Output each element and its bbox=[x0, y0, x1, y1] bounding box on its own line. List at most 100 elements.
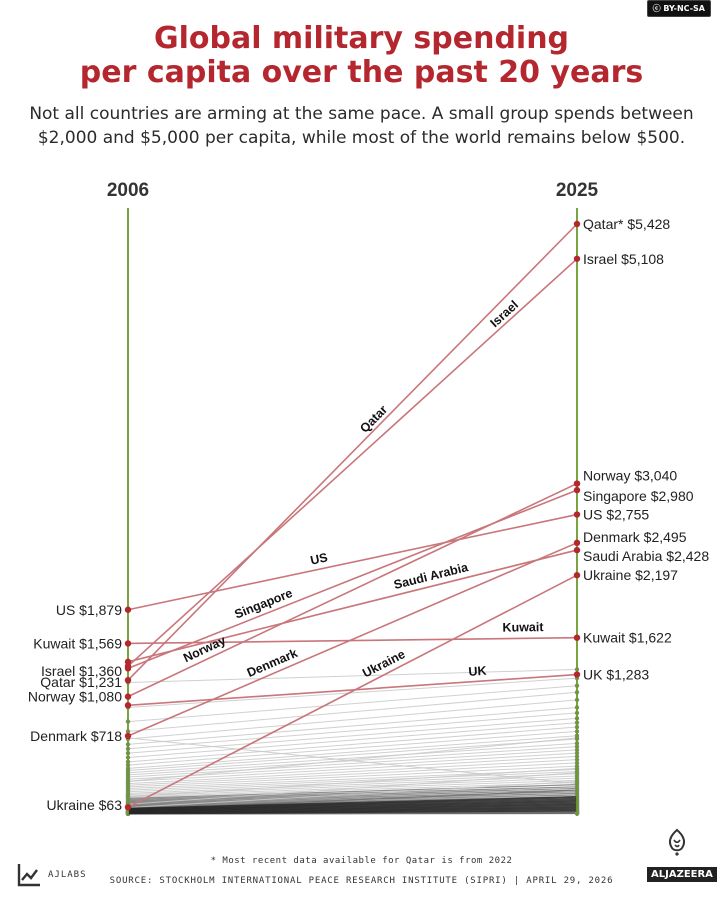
right-label-uk: UK $1,283 bbox=[583, 667, 649, 683]
background-series-line bbox=[127, 797, 578, 810]
aljazeera-mark-icon bbox=[668, 828, 686, 856]
background-series-line bbox=[127, 786, 578, 801]
series-line-uk bbox=[127, 673, 578, 707]
background-series-line bbox=[127, 771, 578, 791]
background-series-line bbox=[127, 765, 578, 788]
right-label-norway: Norway $3,040 bbox=[583, 468, 677, 484]
point-2025-saudi-arabia bbox=[573, 546, 581, 554]
title-line-1: Global military spending bbox=[153, 21, 570, 56]
background-series-line bbox=[127, 759, 578, 785]
point-2006-qatar bbox=[124, 676, 132, 684]
background-series-line bbox=[127, 755, 578, 782]
subtitle-line-1: Not all countries are arming at the same… bbox=[29, 104, 694, 124]
series-name-uk: UK bbox=[468, 664, 487, 679]
background-series-line bbox=[127, 792, 578, 804]
background-series-line bbox=[127, 799, 578, 811]
right-label-denmark: Denmark $2,495 bbox=[583, 529, 687, 545]
background-series-line bbox=[127, 806, 578, 813]
page-title: Global military spending per capita over… bbox=[0, 22, 723, 90]
point-2006-ukraine bbox=[124, 803, 132, 811]
background-series-line bbox=[127, 737, 578, 785]
background-series-line bbox=[127, 789, 578, 803]
background-series-line bbox=[127, 762, 578, 786]
x-label-2025: 2025 bbox=[556, 180, 599, 201]
background-series-line bbox=[127, 798, 578, 810]
background-series-line bbox=[127, 808, 578, 814]
point-2025-singapore bbox=[573, 486, 581, 494]
point-2006-uk bbox=[124, 702, 132, 709]
point-2025-ukraine bbox=[573, 571, 581, 579]
right-label-qatar: Qatar* $5,428 bbox=[583, 216, 670, 232]
series-name-us: US bbox=[309, 550, 329, 567]
ajlabs-mark-icon bbox=[17, 864, 40, 887]
right-label-kuwait: Kuwait $1,622 bbox=[583, 630, 672, 646]
left-label-kuwait: Kuwait $1,569 bbox=[33, 635, 122, 651]
license-badge: ⓒ BY-NC-SA bbox=[646, 0, 711, 17]
right-label-us: US $2,755 bbox=[583, 507, 649, 523]
background-series-line bbox=[127, 807, 578, 814]
background-series-line bbox=[127, 735, 578, 769]
background-series-line bbox=[127, 749, 578, 778]
point-2006-kuwait bbox=[124, 640, 132, 647]
right-label-ukraine: Ukraine $2,197 bbox=[583, 567, 678, 583]
series-line-denmark bbox=[127, 542, 578, 737]
background-series-line bbox=[127, 800, 578, 811]
series-line-qatar bbox=[127, 223, 578, 681]
background-series-line bbox=[127, 712, 578, 750]
background-series-line bbox=[127, 804, 578, 813]
ajlabs-logo: AJLABS bbox=[16, 862, 87, 888]
right-label-saudi-arabia: Saudi Arabia $2,428 bbox=[583, 548, 709, 564]
background-series-line bbox=[127, 780, 578, 808]
aljazeera-wordmark: ALJAZEERA bbox=[647, 867, 717, 882]
right-label-singapore: Singapore $2,980 bbox=[583, 488, 694, 504]
background-series-line bbox=[127, 668, 578, 683]
background-series-line bbox=[127, 801, 578, 811]
background-series-line bbox=[127, 699, 578, 740]
point-2006-norway bbox=[124, 693, 132, 700]
background-series-line bbox=[127, 717, 578, 754]
background-series-line bbox=[127, 809, 578, 815]
point-2006-saudi-arabia bbox=[124, 658, 132, 666]
left-label-norway: Norway $1,080 bbox=[28, 689, 122, 705]
series-line-us bbox=[127, 513, 578, 611]
background-series-line bbox=[127, 722, 578, 758]
background-series-line bbox=[127, 781, 578, 798]
background-series-line bbox=[127, 775, 578, 794]
series-line-singapore bbox=[127, 489, 578, 670]
background-series-line bbox=[127, 796, 578, 809]
series-name-denmark: Denmark bbox=[245, 646, 300, 680]
background-series-line bbox=[127, 730, 578, 766]
page-subtitle: Not all countries are arming at the same… bbox=[20, 102, 703, 150]
ajlabs-wordmark: AJLABS bbox=[48, 870, 87, 880]
aljazeera-logo: ALJAZEERA bbox=[647, 828, 717, 882]
series-name-kuwait: Kuwait bbox=[502, 620, 544, 635]
background-series-line bbox=[127, 706, 578, 745]
background-series-line bbox=[127, 737, 578, 782]
left-label-israel: Israel $1,360 bbox=[41, 663, 122, 679]
background-series-line bbox=[127, 796, 578, 806]
background-series-line bbox=[127, 767, 578, 798]
point-2025-us bbox=[573, 511, 581, 518]
series-line-israel bbox=[127, 258, 578, 667]
x-label-2006: 2006 bbox=[107, 180, 149, 201]
background-series-line bbox=[127, 738, 578, 772]
cc-icon: ⓒ bbox=[652, 4, 664, 13]
series-line-ukraine bbox=[127, 574, 578, 808]
series-name-singapore: Singapore bbox=[233, 586, 295, 622]
point-2025-norway bbox=[573, 480, 581, 487]
point-2025-kuwait bbox=[573, 634, 581, 641]
left-label-ukraine: Ukraine $63 bbox=[47, 797, 123, 813]
left-label-denmark: Denmark $718 bbox=[30, 728, 122, 744]
background-series-line bbox=[127, 691, 578, 732]
title-line-2: per capita over the past 20 years bbox=[79, 55, 644, 90]
background-series-line bbox=[127, 810, 578, 815]
source-note: SOURCE: STOCKHOLM INTERNATIONAL PEACE RE… bbox=[109, 876, 614, 886]
point-2006-us bbox=[124, 606, 132, 613]
background-series-line bbox=[127, 803, 578, 812]
left-label-qatar: Qatar $1,231 bbox=[40, 674, 122, 690]
background-series-line bbox=[127, 685, 578, 723]
background-series-line bbox=[127, 772, 578, 805]
point-2025-israel bbox=[573, 255, 581, 262]
point-2025-qatar bbox=[573, 220, 581, 228]
